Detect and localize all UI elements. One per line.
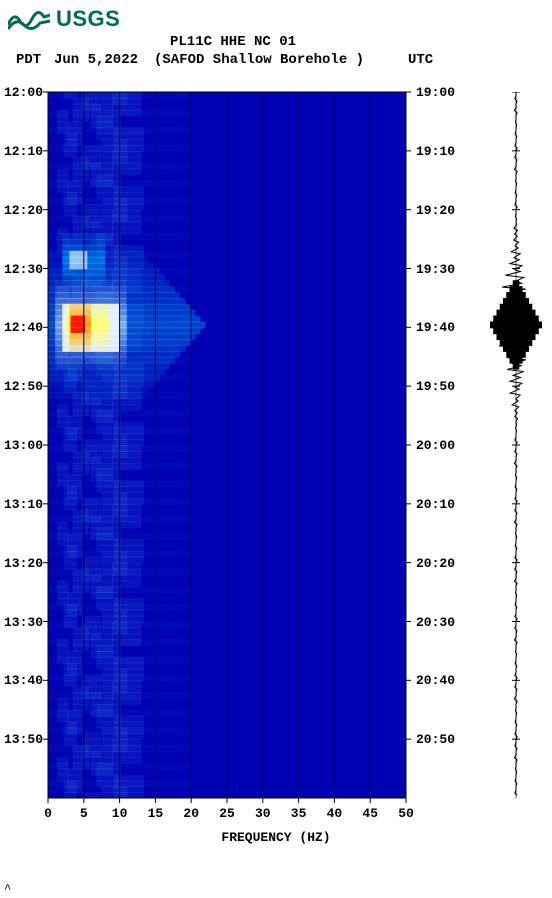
pdt-time-tick: 13:50: [4, 732, 43, 747]
pdt-time-tick: 12:40: [4, 320, 43, 335]
svg-text:30: 30: [255, 806, 271, 821]
usgs-logo-text: USGS: [56, 6, 120, 32]
utc-label: UTC: [408, 52, 433, 68]
spectrogram: [48, 92, 406, 798]
frequency-axis-label: FREQUENCY (HZ): [0, 830, 552, 845]
utc-time-tick: 20:30: [416, 615, 455, 630]
footer-caret: ^: [4, 882, 11, 896]
pdt-time-tick: 12:20: [4, 203, 43, 218]
pdt-time-tick: 12:30: [4, 262, 43, 277]
utc-time-tick: 20:40: [416, 673, 455, 688]
pdt-label: PDT: [16, 52, 41, 68]
svg-text:35: 35: [291, 806, 307, 821]
utc-time-tick: 19:20: [416, 203, 455, 218]
svg-text:10: 10: [112, 806, 128, 821]
pdt-time-tick: 13:40: [4, 673, 43, 688]
usgs-wave-icon: [8, 7, 50, 31]
svg-text:20: 20: [183, 806, 199, 821]
utc-time-tick: 19:40: [416, 320, 455, 335]
utc-time-tick: 19:00: [416, 85, 455, 100]
plot-header: PL11C HHE NC 01 PDT Jun 5,2022 (SAFOD Sh…: [0, 34, 552, 74]
utc-time-tick: 19:10: [416, 144, 455, 159]
utc-time-tick: 20:00: [416, 438, 455, 453]
utc-time-tick: 19:30: [416, 262, 455, 277]
spectrogram-grid: [48, 92, 406, 798]
svg-text:40: 40: [327, 806, 343, 821]
pdt-time-tick: 12:50: [4, 379, 43, 394]
pdt-time-tick: 12:10: [4, 144, 43, 159]
usgs-logo: USGS: [8, 6, 544, 32]
pdt-time-tick: 12:00: [4, 85, 43, 100]
date-label: Jun 5,2022: [54, 52, 138, 68]
waveform-trace: [486, 92, 546, 798]
site-label: (SAFOD Shallow Borehole ): [154, 52, 364, 68]
utc-time-tick: 20:50: [416, 732, 455, 747]
pdt-time-tick: 13:10: [4, 497, 43, 512]
station-line: PL11C HHE NC 01: [170, 34, 296, 50]
svg-text:0: 0: [44, 806, 52, 821]
svg-text:15: 15: [148, 806, 164, 821]
pdt-time-tick: 13:00: [4, 438, 43, 453]
utc-time-tick: 19:50: [416, 379, 455, 394]
utc-time-tick: 20:10: [416, 497, 455, 512]
svg-text:45: 45: [362, 806, 378, 821]
pdt-time-tick: 13:20: [4, 556, 43, 571]
svg-text:50: 50: [398, 806, 414, 821]
pdt-time-tick: 13:30: [4, 615, 43, 630]
utc-time-tick: 20:20: [416, 556, 455, 571]
svg-text:25: 25: [219, 806, 235, 821]
svg-text:5: 5: [80, 806, 88, 821]
